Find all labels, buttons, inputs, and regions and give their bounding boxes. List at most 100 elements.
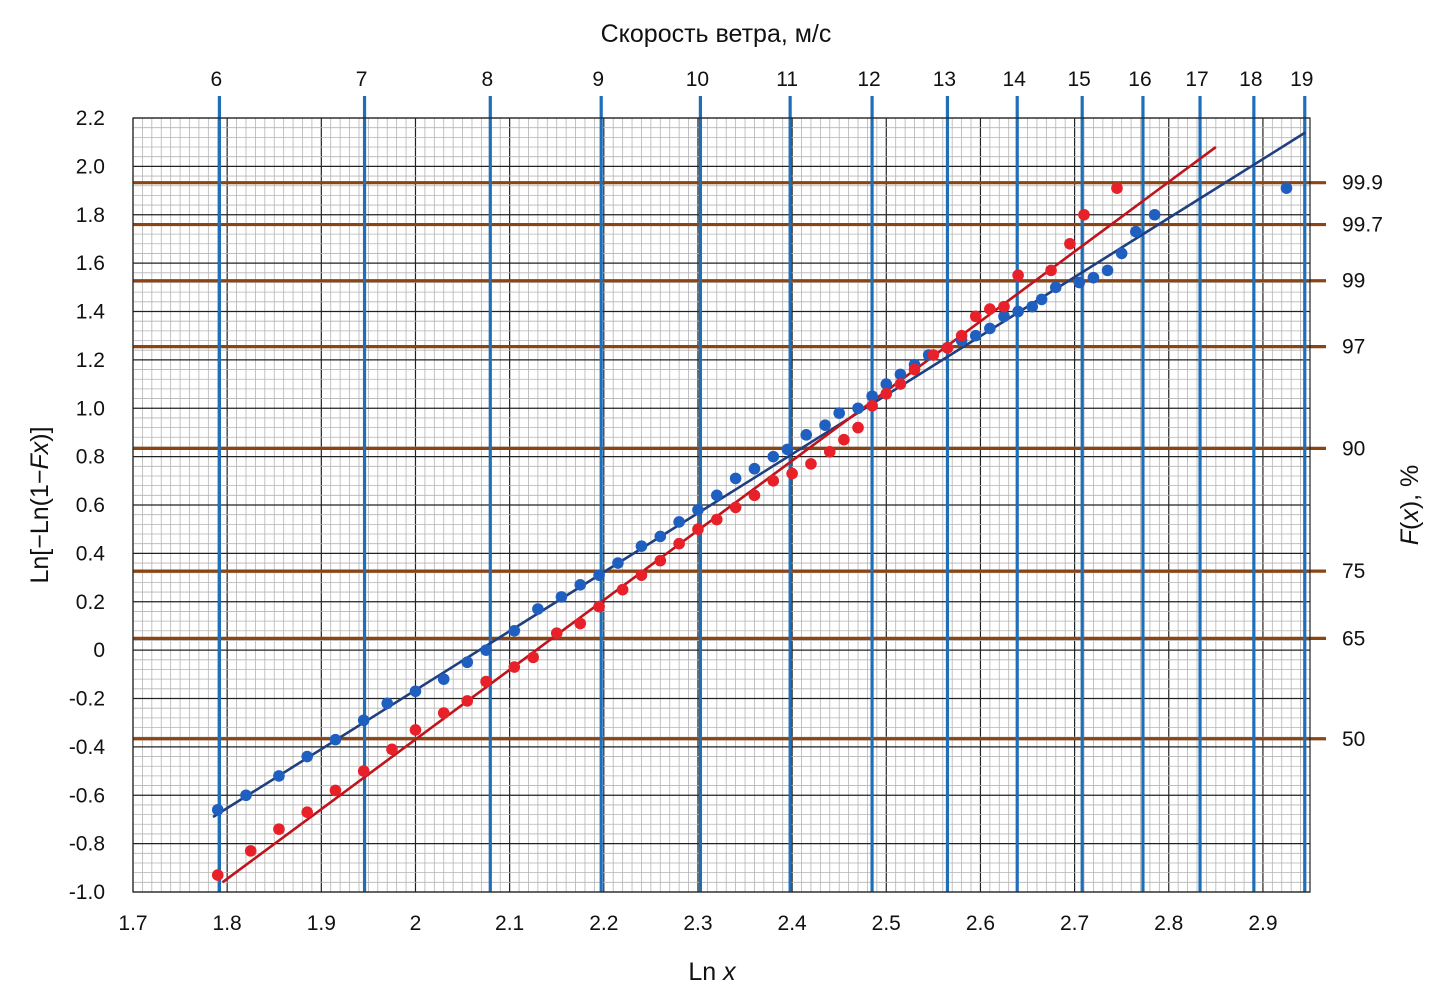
blue-data-point bbox=[880, 378, 893, 390]
red-data-point bbox=[550, 627, 563, 639]
top-tick-label: 19 bbox=[1290, 68, 1313, 91]
blue-data-point bbox=[301, 750, 313, 763]
blue-data-point bbox=[852, 402, 864, 415]
blue-data-point bbox=[767, 450, 780, 463]
red-data-point bbox=[1064, 237, 1076, 250]
blue-data-point bbox=[1115, 247, 1128, 260]
right-tick-labels: 99.9 99.7 99 97 90 75 65 50 bbox=[1342, 172, 1383, 751]
blue-data-point bbox=[1130, 225, 1142, 238]
blue-data-point bbox=[866, 390, 878, 402]
right-tick-label: 99.7 bbox=[1342, 214, 1383, 237]
y-tick-label: 1.8 bbox=[76, 204, 105, 227]
red-data-point bbox=[273, 823, 285, 835]
y-tick-label: 1.4 bbox=[76, 301, 106, 324]
red-data-point bbox=[786, 467, 798, 480]
red-data-point bbox=[616, 583, 629, 596]
red-data-point bbox=[329, 784, 342, 797]
blue-data-point bbox=[273, 770, 285, 782]
red-data-point bbox=[211, 869, 224, 881]
blue-data-point bbox=[984, 322, 996, 335]
right-tick-label: 99.9 bbox=[1342, 172, 1383, 195]
top-tick-label: 11 bbox=[776, 68, 798, 91]
red-data-point bbox=[357, 765, 370, 777]
blue-data-point bbox=[461, 656, 474, 669]
right-tick-label: 50 bbox=[1342, 728, 1365, 751]
red-data-point bbox=[969, 310, 982, 323]
red-data-point bbox=[409, 724, 422, 736]
blue-data-point bbox=[437, 673, 450, 685]
right-tick-label: 97 bbox=[1342, 336, 1365, 359]
y-tick-label: 2.2 bbox=[76, 107, 105, 130]
y-tick-labels: -1.0 -0.8 -0.6 -0.4 -0.2 0 0.2 0.4 0.6 0.8 1.0 1.2 1… bbox=[69, 107, 106, 904]
blue-data-point bbox=[508, 624, 521, 637]
top-tick-label: 14 bbox=[1003, 68, 1027, 91]
blue-data-point bbox=[692, 504, 704, 516]
red-data-point bbox=[1111, 182, 1123, 194]
top-tick-labels: 6 7 8 9 10 11 12 13 14 15 16 17 18 19 bbox=[211, 68, 1314, 91]
x-tick-label: 2.7 bbox=[1060, 912, 1089, 935]
red-data-point bbox=[941, 341, 954, 354]
red-data-point bbox=[1045, 264, 1057, 277]
y-tick-label: 0.4 bbox=[76, 542, 106, 565]
red-data-point bbox=[955, 329, 968, 342]
red-data-point bbox=[1012, 269, 1024, 282]
plot-frame bbox=[132, 117, 1311, 893]
blue-trend-line bbox=[212, 131, 1306, 819]
blue-data-point bbox=[480, 644, 492, 656]
red-data-point bbox=[654, 554, 667, 567]
blue-data-point bbox=[833, 407, 845, 419]
y-tick-label: 1.0 bbox=[76, 397, 105, 420]
red-data-point bbox=[823, 445, 836, 458]
blue-data-point bbox=[748, 462, 761, 475]
red-data-point bbox=[908, 363, 921, 376]
y-tick-label: 1.2 bbox=[76, 349, 105, 372]
top-tick-label: 10 bbox=[686, 68, 709, 91]
blue-data-point bbox=[1026, 300, 1039, 313]
blue-data-point bbox=[800, 429, 813, 441]
top-tick-label: 15 bbox=[1068, 68, 1091, 91]
x-tick-label: 2.3 bbox=[683, 912, 712, 935]
blue-data-point bbox=[1049, 281, 1062, 294]
top-tick-label: 12 bbox=[857, 68, 880, 91]
y-tick-label: 2.0 bbox=[76, 155, 105, 178]
blue-data-point bbox=[781, 443, 794, 456]
y-tick-label: -0.6 bbox=[69, 784, 105, 807]
red-data-point bbox=[527, 651, 539, 664]
red-data-point bbox=[593, 600, 605, 613]
blue-data-point bbox=[357, 714, 370, 727]
right-tick-label: 99 bbox=[1342, 270, 1365, 293]
blue-data-point bbox=[710, 489, 723, 502]
red-data-point bbox=[927, 349, 940, 361]
blue-data-point bbox=[969, 329, 982, 342]
red-data-point bbox=[984, 303, 996, 315]
speed-lines bbox=[217, 96, 1307, 892]
x-tick-label: 2.6 bbox=[966, 912, 995, 935]
top-tick-label: 6 bbox=[211, 68, 223, 91]
y-tick-label: 0.2 bbox=[76, 591, 105, 614]
blue-data-point bbox=[1073, 276, 1086, 289]
top-tick-label: 16 bbox=[1128, 68, 1151, 91]
red-data-point bbox=[437, 707, 450, 719]
blue-data-point bbox=[612, 557, 624, 569]
y-axis-label: Ln[−Ln(1−Fx)] bbox=[26, 426, 54, 583]
blue-data-point bbox=[593, 569, 605, 581]
x-tick-label: 2.8 bbox=[1154, 912, 1183, 935]
data-points bbox=[211, 182, 1293, 881]
top-tick-label: 18 bbox=[1239, 68, 1262, 91]
red-data-point bbox=[894, 378, 907, 390]
x-tick-label: 2.2 bbox=[589, 912, 618, 935]
blue-data-point bbox=[729, 472, 742, 485]
blue-data-point bbox=[673, 516, 685, 528]
red-data-point bbox=[635, 569, 648, 581]
x-tick-label: 2.1 bbox=[495, 912, 524, 935]
blue-data-point bbox=[1280, 182, 1293, 194]
y-tick-label: 0.6 bbox=[76, 494, 105, 517]
top-tick-label: 17 bbox=[1185, 68, 1208, 91]
blue-data-point bbox=[240, 789, 252, 802]
blue-data-point bbox=[1012, 305, 1024, 318]
red-data-point bbox=[998, 300, 1010, 313]
chart-title: Скорость ветра, м/с bbox=[601, 20, 832, 48]
right-tick-label: 90 bbox=[1342, 437, 1365, 460]
top-tick-label: 13 bbox=[933, 68, 956, 91]
